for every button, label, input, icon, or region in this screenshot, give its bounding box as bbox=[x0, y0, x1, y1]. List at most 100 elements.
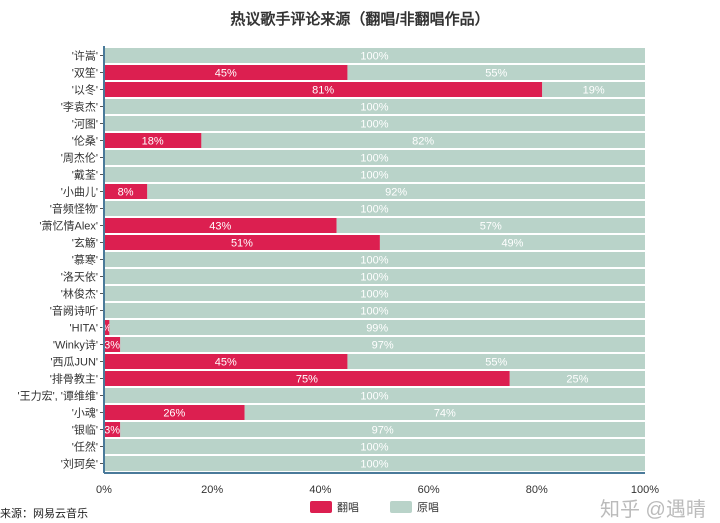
data-label: 100% bbox=[360, 255, 388, 267]
bar-segment-cover bbox=[104, 320, 110, 335]
bar-segment-original bbox=[104, 167, 645, 182]
category-label: '李袁杰' bbox=[61, 100, 98, 114]
bar-segment-original bbox=[336, 218, 645, 233]
data-label: 99% bbox=[366, 323, 388, 335]
data-label: 18% bbox=[142, 136, 164, 148]
bar-segment-original bbox=[120, 337, 646, 352]
bar-segment-original bbox=[244, 405, 645, 420]
bar-segment-cover bbox=[104, 422, 121, 437]
watermark: 知乎 @遇晴 bbox=[600, 499, 706, 521]
x-tick-label: 0% bbox=[96, 484, 112, 496]
data-label: 45% bbox=[215, 68, 237, 80]
bar-segment-original bbox=[104, 456, 645, 471]
data-label: 100% bbox=[360, 102, 388, 114]
bar-segment-original bbox=[347, 354, 645, 369]
data-label: 100% bbox=[360, 119, 388, 131]
data-label: 3% bbox=[104, 340, 120, 352]
bar-segment-cover bbox=[104, 371, 510, 386]
data-label: 26% bbox=[163, 408, 185, 420]
category-label: '西瓜JUN' bbox=[50, 357, 98, 369]
bar-segment-original bbox=[201, 133, 645, 148]
category-label: '许嵩' bbox=[72, 50, 98, 63]
x-tick-label: 80% bbox=[526, 484, 548, 496]
data-label: 75% bbox=[296, 374, 318, 386]
category-label: '河图' bbox=[72, 118, 98, 131]
bar-segment-original bbox=[104, 286, 645, 301]
bar-segment-original bbox=[104, 269, 645, 284]
bar-segment-cover bbox=[104, 235, 380, 250]
bar-segment-original bbox=[542, 82, 645, 97]
category-label: '银临' bbox=[72, 423, 98, 437]
chart-title: 热议歌手评论来源（翻唱/非翻唱作品） bbox=[230, 11, 490, 28]
bar-segment-cover bbox=[104, 184, 148, 199]
data-label: 55% bbox=[485, 357, 507, 369]
data-label: 100% bbox=[360, 442, 388, 454]
category-label: '王力宏', '谭维维' bbox=[17, 389, 98, 403]
data-label: 81% bbox=[312, 85, 334, 97]
bar-segment-cover bbox=[104, 354, 348, 369]
data-label: 100% bbox=[360, 51, 388, 63]
data-label: 100% bbox=[360, 272, 388, 284]
bar-segment-original bbox=[104, 99, 645, 114]
category-label: '周杰伦' bbox=[61, 151, 98, 165]
data-label: 55% bbox=[485, 68, 507, 80]
bar-segment-original bbox=[104, 48, 645, 63]
data-label: 97% bbox=[372, 340, 394, 352]
data-label: 100% bbox=[360, 153, 388, 165]
bar-segment-original bbox=[104, 150, 645, 165]
category-label: '慕寒' bbox=[72, 253, 98, 267]
x-tick-label: 20% bbox=[201, 484, 223, 496]
category-label: '小魂' bbox=[72, 407, 98, 420]
x-tick-label: 60% bbox=[418, 484, 440, 496]
data-label: 43% bbox=[209, 221, 231, 233]
bar-segment-original bbox=[104, 303, 645, 318]
legend-swatch bbox=[310, 501, 332, 513]
data-label: 100% bbox=[360, 391, 388, 403]
bar-segment-cover bbox=[104, 405, 245, 420]
category-label: '戴荃' bbox=[72, 168, 98, 182]
bar-segment-original bbox=[379, 235, 645, 250]
data-label: 8% bbox=[118, 187, 134, 199]
category-label: '音阙诗听' bbox=[50, 304, 98, 318]
legend-swatch bbox=[390, 501, 412, 513]
category-label: '音频怪物' bbox=[50, 202, 98, 216]
x-tick-label: 100% bbox=[631, 484, 659, 496]
bar-segment-original bbox=[104, 116, 645, 131]
legend-label: 翻唱 bbox=[337, 500, 359, 514]
data-label: 97% bbox=[372, 425, 394, 437]
source-note: 来源：网易云音乐 bbox=[0, 508, 88, 520]
data-label: 19% bbox=[583, 85, 605, 97]
data-label: 57% bbox=[480, 221, 502, 233]
bar-segment-original bbox=[120, 422, 646, 437]
bar-segment-original bbox=[147, 184, 645, 199]
data-label: 74% bbox=[434, 408, 456, 420]
data-label: 3% bbox=[104, 425, 120, 437]
category-label: '双笙' bbox=[72, 66, 98, 80]
category-label: '林俊杰' bbox=[61, 287, 98, 301]
category-label: 'Winky诗' bbox=[53, 338, 98, 352]
category-label: '洛天依' bbox=[61, 270, 98, 284]
bar-segment-cover bbox=[104, 82, 543, 97]
data-label: 25% bbox=[566, 374, 588, 386]
data-label: 92% bbox=[385, 187, 407, 199]
category-label: '伦桑' bbox=[72, 134, 98, 148]
data-label: 82% bbox=[412, 136, 434, 148]
data-label: % bbox=[102, 323, 112, 335]
bar-segment-original bbox=[104, 388, 645, 403]
bar-segment-original bbox=[109, 320, 645, 335]
category-label: '以冬' bbox=[72, 83, 98, 97]
category-label: '玄觞' bbox=[72, 236, 98, 250]
data-label: 49% bbox=[501, 238, 523, 250]
bar-segment-original bbox=[347, 65, 645, 80]
category-label: '排骨教主' bbox=[50, 372, 98, 386]
bar-segment-original bbox=[104, 252, 645, 267]
data-label: 45% bbox=[215, 357, 237, 369]
bar-segment-cover bbox=[104, 65, 348, 80]
category-label: 'HITA' bbox=[70, 323, 98, 335]
data-label: 100% bbox=[360, 289, 388, 301]
category-label: '萧忆情Alex' bbox=[39, 220, 98, 233]
category-label: '刘珂矣' bbox=[61, 457, 98, 471]
data-label: 100% bbox=[360, 459, 388, 471]
